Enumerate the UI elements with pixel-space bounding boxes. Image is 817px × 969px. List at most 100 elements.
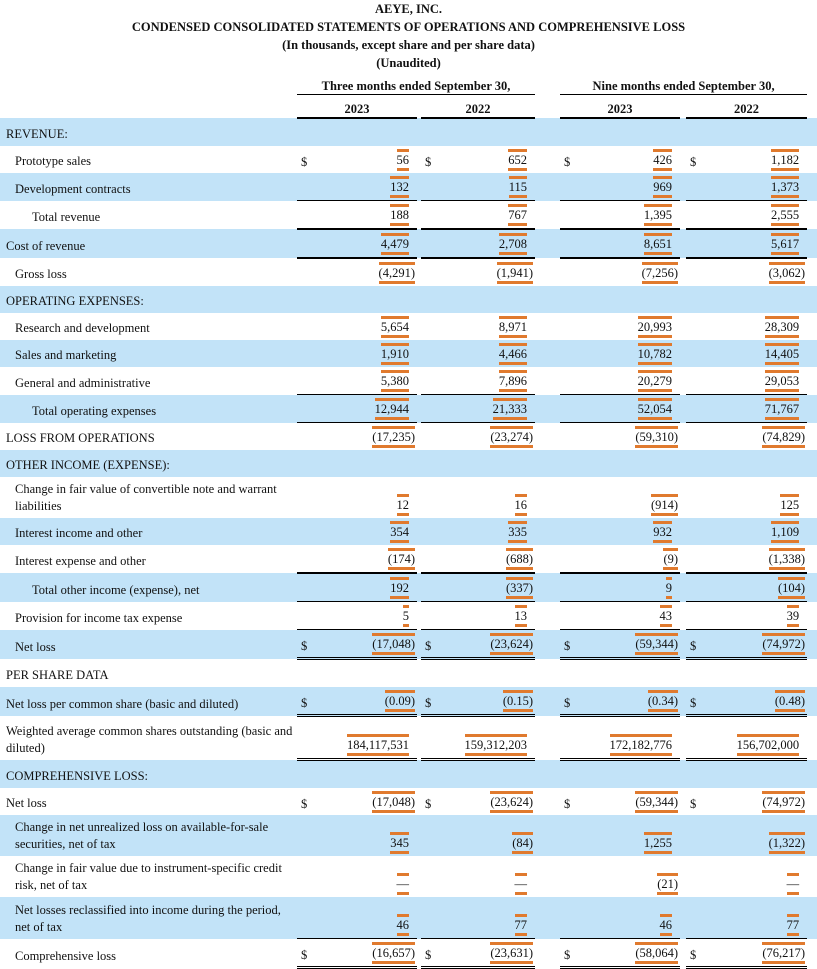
value-cell: 1,255 [582,815,681,856]
value: 184,117,531 [346,734,409,756]
value-cell: 20,993 [582,313,680,340]
value-cell: (76,217) [708,938,808,969]
currency-symbol [421,257,443,286]
value: 12,944 [374,398,409,420]
value: (0.15) [502,690,534,712]
value: 5,380 [380,370,409,392]
value-cell [443,118,536,146]
row-label: Net loss [6,796,47,810]
currency-symbol [421,897,443,939]
unaudited-note: (Unaudited) [376,56,441,70]
currency-symbol [421,394,443,423]
currency-symbol [297,118,319,146]
currency-symbol [421,545,443,573]
value: — [514,873,528,895]
currency-symbol [560,394,583,423]
currency-symbol [421,856,443,897]
currency-symbol [297,313,319,340]
value-cell: (84) [443,815,536,856]
currency-symbol-text: $ [690,948,697,962]
table-row: Change in fair value due to instrument-s… [0,856,817,897]
value-cell [582,759,681,788]
currency-symbol [686,856,708,897]
value-cell: 192 [319,572,417,602]
value: 767 [508,204,528,226]
value-cell: (1,338) [708,545,807,573]
value: (0.09) [384,690,415,712]
row-label: Interest expense and other [15,554,146,568]
value-cell: (59,344) [582,788,680,815]
currency-symbol-text: $ [690,639,697,653]
currency-symbol-text: $ [690,797,697,811]
currency-symbol [686,450,709,477]
value: 159,312,203 [464,734,528,756]
value-cell: 14,405 [708,340,808,367]
currency-symbol [560,367,582,395]
currency-symbol [421,759,443,788]
table-row: Research and development 5,654 8,971 20,993… [0,313,817,340]
row-label: PER SHARE DATA [6,668,109,682]
value-cell: (337) [443,572,536,602]
value: 2,555 [770,204,800,226]
currency-symbol [560,340,583,367]
value-cell: 52,054 [582,394,681,423]
value: 71,767 [764,398,800,420]
value: 39 [786,605,800,627]
value: 1,373 [770,176,800,198]
currency-symbol [686,200,709,229]
value-cell: 5,617 [708,228,808,258]
currency-symbol: $ [686,788,708,815]
value-cell: 77 [443,897,536,939]
row-label: Sales and marketing [0,340,297,367]
currency-symbol [560,313,582,340]
currency-symbol [686,815,709,856]
year-header: 2023 [560,94,681,119]
currency-symbol: $ [421,629,443,660]
value: 4,479 [380,233,409,255]
row-label: OPERATING EXPENSES: [0,286,297,313]
value-cell: 184,117,531 [319,715,417,761]
value: (23,274) [490,426,534,448]
value: — [396,873,409,895]
value-cell: 969 [582,173,681,201]
row-label: Net loss [0,629,297,659]
value: (21) [657,873,679,895]
currency-symbol [421,477,443,518]
value-cell: (17,048) [319,788,417,815]
currency-symbol [297,200,319,229]
currency-symbol [560,897,583,939]
value: 192 [390,577,409,599]
value-cell: 354 [319,518,417,545]
value-cell: 8,971 [443,313,535,340]
value-cell: 43 [582,601,681,630]
currency-symbol [297,367,319,395]
currency-symbol: $ [297,687,319,717]
currency-symbol-text: $ [301,797,308,811]
row-label: OTHER INCOME (EXPENSE): [0,450,297,477]
value-cell: (914) [582,477,680,518]
value: 172,182,776 [609,734,673,756]
value-cell: (23,624) [443,788,535,815]
currency-symbol: $ [686,687,709,717]
currency-symbol [560,659,582,688]
currency-symbol [297,173,319,201]
currency-symbol [560,545,582,573]
currency-symbol [421,340,443,367]
value: 10,782 [637,343,673,365]
currency-symbol [560,422,583,450]
table-row: Weighted average common shares outstandi… [0,715,817,761]
table-row: Interest expense and other (174) (688) (9) (… [0,545,817,573]
value-cell: (688) [443,545,535,573]
value-cell: 4,479 [319,228,417,258]
table-row: General and administrative 5,380 7,896 20,2… [0,367,817,395]
value-cell: 46 [582,897,681,939]
currency-symbol [686,715,709,761]
value: 132 [390,176,409,198]
value: 8,971 [498,316,528,338]
value-cell [708,759,808,788]
value: 20,279 [637,370,673,392]
currency-symbol [421,286,443,313]
year-header: 2022 [421,94,536,119]
table-row: Net loss $ (17,048) $ (23,624) $ (59,344) $ (74,… [0,788,817,815]
currency-symbol [297,450,319,477]
